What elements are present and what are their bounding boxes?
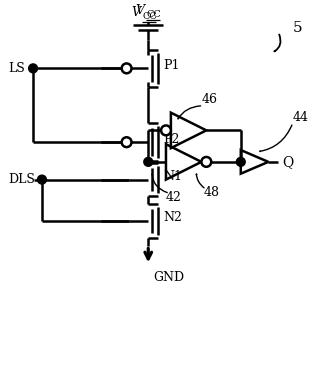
Circle shape bbox=[29, 64, 37, 73]
Text: 42: 42 bbox=[166, 191, 182, 204]
Text: V: V bbox=[132, 6, 140, 19]
Circle shape bbox=[201, 157, 211, 167]
Text: CC: CC bbox=[146, 10, 161, 19]
Text: N2: N2 bbox=[163, 212, 182, 224]
Circle shape bbox=[236, 158, 245, 166]
Text: 48: 48 bbox=[203, 186, 219, 199]
Text: N1: N1 bbox=[163, 170, 182, 183]
Circle shape bbox=[161, 125, 171, 135]
Circle shape bbox=[37, 175, 46, 184]
Text: V: V bbox=[135, 4, 144, 17]
FancyArrowPatch shape bbox=[260, 125, 292, 152]
FancyArrowPatch shape bbox=[196, 174, 204, 188]
Text: LS: LS bbox=[9, 62, 25, 75]
Text: 5: 5 bbox=[293, 21, 302, 35]
FancyArrowPatch shape bbox=[178, 106, 201, 119]
Text: GND: GND bbox=[153, 271, 184, 284]
Text: P2: P2 bbox=[163, 133, 179, 146]
Text: CC: CC bbox=[142, 12, 157, 21]
FancyArrowPatch shape bbox=[152, 174, 167, 192]
Text: DLS: DLS bbox=[9, 173, 35, 186]
Circle shape bbox=[144, 158, 153, 166]
Circle shape bbox=[122, 137, 132, 147]
Text: 44: 44 bbox=[293, 110, 309, 124]
Circle shape bbox=[122, 63, 132, 73]
Text: 46: 46 bbox=[201, 93, 217, 106]
Text: P1: P1 bbox=[163, 59, 179, 72]
Text: Q: Q bbox=[282, 155, 293, 169]
FancyArrowPatch shape bbox=[275, 35, 280, 51]
